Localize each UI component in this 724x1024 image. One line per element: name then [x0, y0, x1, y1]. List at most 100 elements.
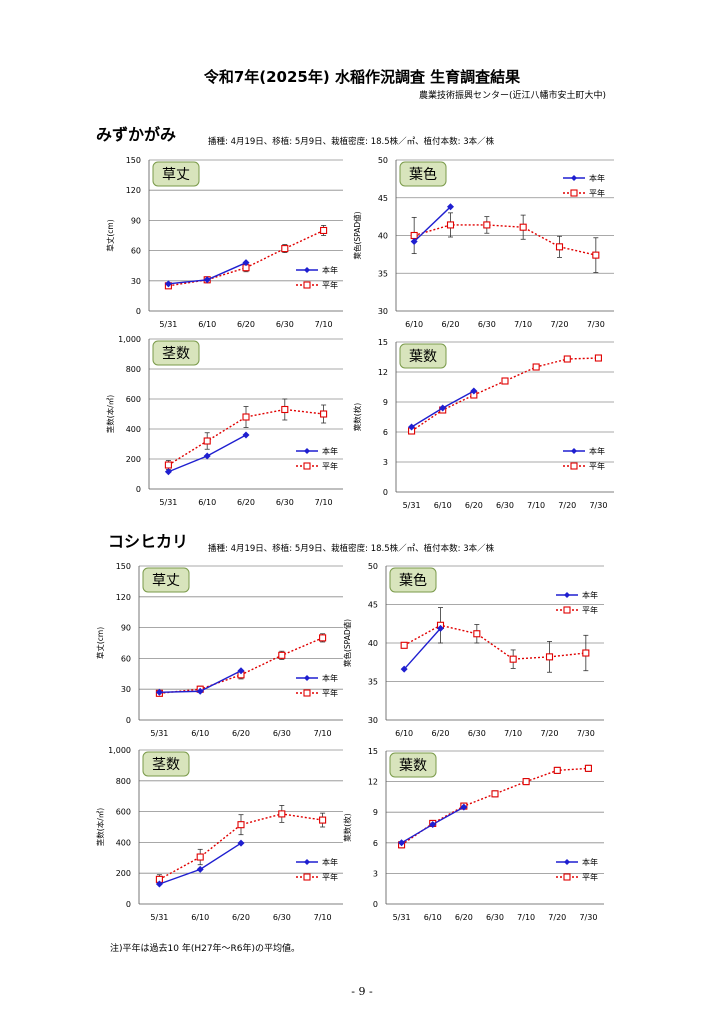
x-tick-label: 6/20 [465, 501, 483, 510]
x-tick-label: 7/10 [514, 320, 532, 329]
x-tick-label: 7/10 [315, 498, 333, 507]
x-tick-label: 6/30 [276, 498, 294, 507]
data-point-current [408, 423, 416, 431]
data-point-normal [555, 243, 564, 251]
y-tick-label: 30 [131, 277, 141, 286]
chart-label-box [142, 751, 190, 777]
x-tick-label: 6/30 [276, 320, 294, 329]
data-point-normal [509, 655, 517, 663]
y-tick-label: 45 [368, 601, 378, 610]
legend-label-normal: 平年 [322, 461, 338, 471]
x-tick-label: 6/10 [434, 501, 452, 510]
y-tick-label: 40 [368, 639, 378, 648]
chart-label-box [152, 340, 200, 366]
y-tick-label: 150 [126, 156, 141, 165]
y-tick-label: 800 [116, 777, 131, 786]
x-tick-label: 5/31 [159, 320, 177, 329]
data-point-normal [278, 651, 286, 659]
legend-label-normal: 平年 [322, 688, 338, 698]
section-title-koshihikari: コシヒカリ [108, 532, 189, 551]
chart-5: 30 35 40 45 50 6/10 6/20 6/30 7/10 7/20 7/30 葉色(SPA… [342, 562, 604, 738]
chart-label-box [389, 752, 437, 778]
legend-marker-current [564, 859, 570, 865]
data-point-normal [594, 354, 602, 362]
y-tick-label: 120 [126, 186, 141, 195]
y-tick-label: 600 [116, 808, 131, 817]
legend-marker-normal [303, 873, 311, 881]
page-subtitle: 農業技術振興センター(近江八幡市安土町大中) [418, 91, 606, 101]
chart-label: 葉色 [409, 166, 437, 183]
y-tick-label: 30 [378, 307, 388, 316]
y-axis-label: 葉数(枚) [342, 813, 352, 841]
series-line-current [413, 206, 451, 243]
chart-3: 0 3 6 9 12 15 5/31 6/10 6/20 6/30 7/10 7/20 7/30 葉数(枚… [352, 338, 614, 510]
chart-1: 30 35 40 45 50 6/10 6/20 6/30 7/10 7/20 7/30 葉色(SPA… [352, 156, 614, 329]
y-tick-label: 0 [136, 307, 141, 316]
data-point-normal [563, 355, 571, 363]
y-axis-label: 葉色(SPAD値) [352, 211, 362, 259]
section-conditions-koshihikari: 播種: 4月19日、移植: 5月9日、栽植密度: 18.5株／㎡、植付本数: 3… [208, 544, 495, 554]
x-tick-label: 6/10 [191, 913, 209, 922]
data-point-current [400, 665, 408, 673]
data-point-normal [281, 245, 289, 253]
y-tick-label: 0 [383, 488, 388, 497]
data-point-current [398, 839, 406, 847]
x-tick-label: 6/10 [198, 320, 216, 329]
x-tick-label: 7/10 [314, 913, 332, 922]
x-tick-label: 7/20 [548, 913, 566, 922]
y-tick-label: 9 [383, 398, 388, 407]
chart-label: 葉数 [409, 349, 437, 365]
data-point-current [439, 404, 447, 412]
x-tick-label: 5/31 [150, 913, 168, 922]
y-tick-label: 35 [378, 269, 388, 278]
chart-label-box [399, 343, 447, 369]
legend-marker-normal [303, 462, 311, 470]
y-tick-label: 3 [383, 458, 388, 467]
data-point-current [410, 238, 418, 246]
y-axis-label: 草丈(cm) [95, 627, 105, 659]
series-line-normal [403, 624, 586, 660]
data-point-current [429, 820, 437, 828]
y-tick-label: 15 [378, 338, 388, 347]
data-point-current [196, 865, 204, 873]
y-tick-label: 15 [368, 747, 378, 756]
data-point-normal [203, 437, 211, 445]
y-tick-label: 12 [368, 778, 378, 787]
x-tick-label: 6/20 [432, 729, 450, 738]
x-tick-label: 7/10 [504, 729, 522, 738]
data-point-normal [483, 221, 491, 229]
data-point-normal [319, 816, 327, 824]
data-point-normal [473, 630, 481, 638]
data-point-normal [196, 853, 204, 861]
x-tick-label: 6/20 [232, 913, 250, 922]
chart-7: 0 3 6 9 12 15 5/31 6/10 6/20 6/30 7/10 7/20 7/30 葉数(枚… [342, 747, 604, 922]
x-tick-label: 6/30 [496, 501, 514, 510]
x-tick-label: 6/10 [191, 729, 209, 738]
legend-marker-normal [303, 281, 311, 289]
legend-marker-normal [303, 689, 311, 697]
x-tick-label: 7/30 [577, 729, 595, 738]
y-tick-label: 90 [121, 624, 131, 633]
legend-label-normal: 平年 [589, 188, 605, 198]
data-point-normal [237, 821, 245, 829]
series-line-normal [411, 357, 599, 432]
x-tick-label: 6/20 [232, 729, 250, 738]
y-tick-label: 600 [126, 395, 141, 404]
data-point-current [196, 687, 204, 695]
data-point-normal [545, 653, 554, 661]
y-tick-label: 1,000 [108, 746, 131, 755]
y-tick-label: 0 [126, 716, 131, 725]
data-point-normal [519, 223, 527, 231]
data-point-normal [491, 790, 499, 798]
data-point-normal [320, 226, 328, 235]
legend-marker-normal [563, 873, 571, 881]
x-tick-label: 6/10 [395, 729, 413, 738]
legend-label-normal: 平年 [589, 461, 605, 471]
chart-4: 0 30 60 90 120 150 5/31 6/10 6/20 6/30 7/10 草丈(cm) 草… [95, 562, 343, 738]
x-tick-label: 7/20 [541, 729, 559, 738]
chart-label: 葉色 [399, 572, 427, 589]
x-tick-label: 7/30 [587, 320, 605, 329]
data-point-current [203, 452, 211, 460]
y-tick-label: 3 [373, 869, 378, 878]
y-tick-label: 30 [121, 685, 131, 694]
